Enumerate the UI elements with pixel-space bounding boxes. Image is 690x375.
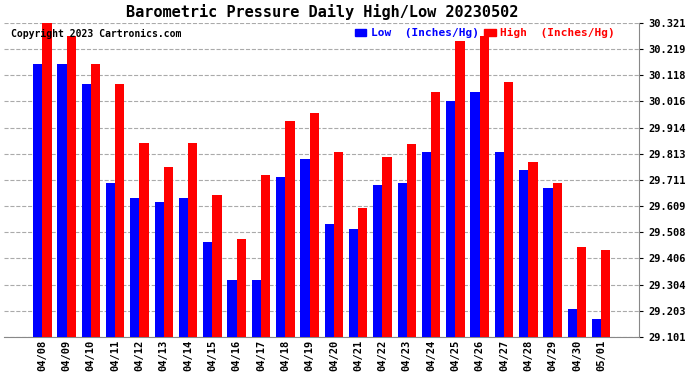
Bar: [42, 23, 52, 337]
Bar: [203, 242, 213, 337]
Bar: [66, 36, 76, 337]
Bar: [431, 93, 440, 337]
Bar: [349, 229, 358, 337]
Bar: [397, 183, 407, 337]
Bar: [310, 113, 319, 337]
Bar: [382, 157, 392, 337]
Bar: [592, 319, 601, 337]
Bar: [480, 36, 489, 337]
Bar: [446, 101, 455, 337]
Bar: [455, 41, 464, 337]
Text: Copyright 2023 Cartronics.com: Copyright 2023 Cartronics.com: [10, 29, 181, 39]
Bar: [504, 82, 513, 337]
Bar: [358, 209, 367, 337]
Bar: [179, 198, 188, 337]
Bar: [91, 64, 100, 337]
Title: Barometric Pressure Daily High/Low 20230502: Barometric Pressure Daily High/Low 20230…: [126, 4, 518, 20]
Bar: [601, 249, 611, 337]
Bar: [529, 162, 538, 337]
Bar: [325, 224, 334, 337]
Bar: [407, 144, 416, 337]
Legend: Low  (Inches/Hg), High  (Inches/Hg): Low (Inches/Hg), High (Inches/Hg): [355, 28, 615, 38]
Bar: [155, 202, 164, 337]
Bar: [106, 183, 115, 337]
Bar: [577, 247, 586, 337]
Bar: [276, 177, 285, 337]
Bar: [285, 121, 295, 337]
Bar: [519, 170, 529, 337]
Bar: [334, 152, 343, 337]
Bar: [495, 152, 504, 337]
Bar: [543, 188, 553, 337]
Bar: [33, 64, 42, 337]
Bar: [81, 84, 91, 337]
Bar: [261, 175, 270, 337]
Bar: [57, 64, 66, 337]
Bar: [422, 152, 431, 337]
Bar: [237, 239, 246, 337]
Bar: [252, 280, 261, 337]
Bar: [300, 159, 310, 337]
Bar: [553, 183, 562, 337]
Bar: [213, 195, 221, 337]
Bar: [130, 198, 139, 337]
Bar: [115, 84, 124, 337]
Bar: [139, 144, 149, 337]
Bar: [373, 185, 382, 337]
Bar: [188, 144, 197, 337]
Bar: [568, 309, 577, 337]
Bar: [228, 280, 237, 337]
Bar: [471, 93, 480, 337]
Bar: [164, 167, 173, 337]
